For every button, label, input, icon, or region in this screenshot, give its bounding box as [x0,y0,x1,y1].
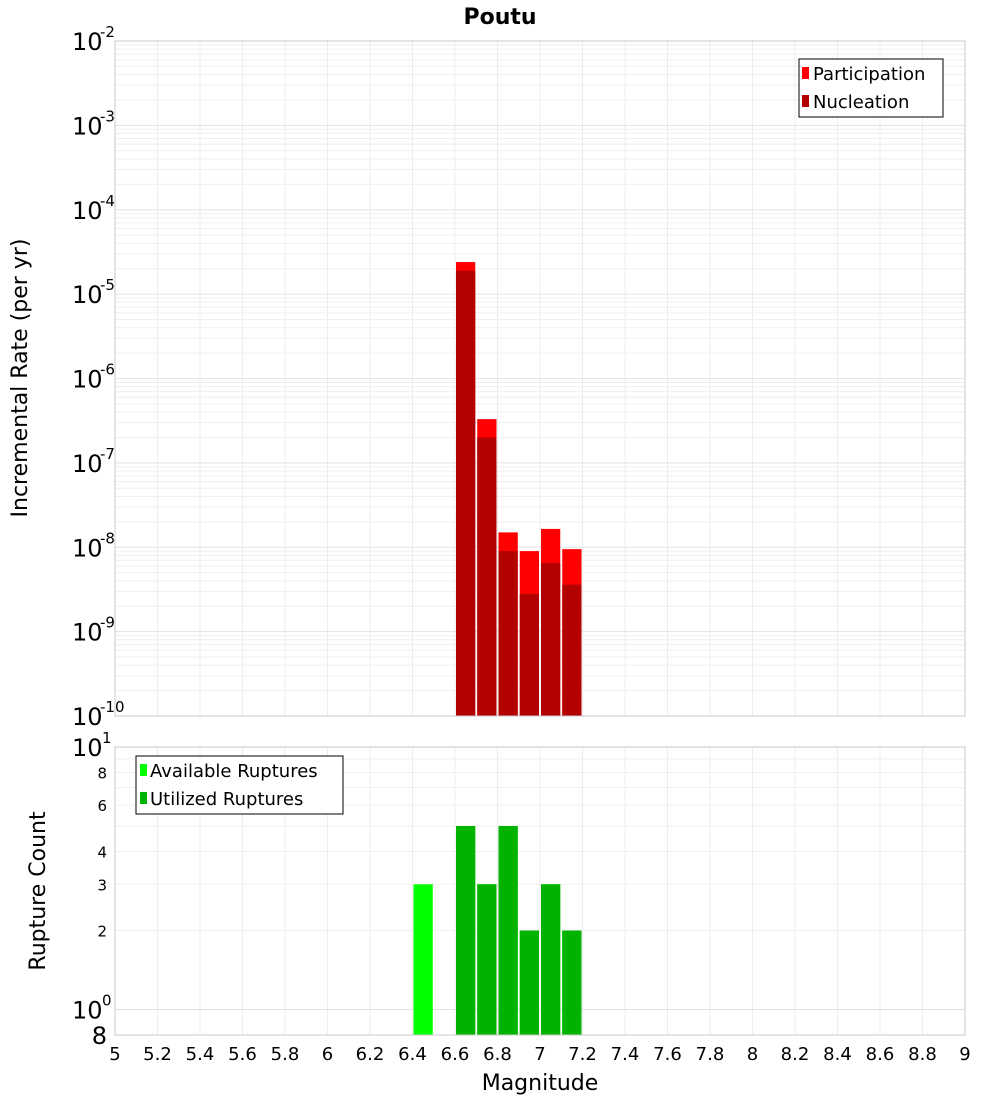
x-tick-label: 5.6 [228,1044,257,1065]
y-minor-tick-label: 3 [97,876,107,894]
x-tick-label: 9 [959,1044,970,1065]
legend-label-available-ruptures: Available Ruptures [150,761,318,782]
legend-swatch-utilized-ruptures [140,792,147,804]
legend-swatch-participation [802,67,809,79]
y-tick-label: 10 [72,28,103,56]
y-tick-exponent: -5 [100,276,115,294]
x-tick-label: 6.4 [398,1044,427,1065]
y-tick-exponent: -9 [100,614,115,632]
top-gridlines [115,41,965,717]
legend-label-nucleation: Nucleation [813,92,909,113]
y-tick-exponent: -3 [100,107,115,125]
x-tick-label: 6.6 [441,1044,470,1065]
y-minor-tick-label: 8 [92,1022,107,1050]
y-minor-tick-label: 4 [97,843,107,861]
y-tick-label: 10 [72,734,103,762]
y-tick-exponent: -7 [100,445,115,463]
bottom-plot-frame [114,746,966,1036]
x-tick-label: 7 [534,1044,545,1065]
x-tick-label: 8.4 [823,1044,852,1065]
top-legend: Participation Nucleation [798,58,944,118]
x-axis-label: Magnitude [482,1071,599,1096]
y-minor-tick-label: 8 [97,764,107,782]
x-tick-label: 8 [747,1044,758,1065]
y-tick-exponent: 0 [102,992,112,1010]
x-tick-label: 7.4 [611,1044,640,1065]
x-tick-label: 8.8 [908,1044,937,1065]
y-tick-label: 10 [72,366,103,394]
chart-title: Poutu [463,5,536,30]
bottom-y-axis-label: Rupture Count [26,811,51,971]
bottom-legend-box [135,755,344,815]
legend-swatch-available-ruptures [140,764,147,776]
utilized-ruptures-bar [477,884,497,1035]
y-tick-exponent: -4 [100,192,115,210]
y-tick-label: 10 [72,197,103,225]
y-tick-label: 10 [72,703,103,731]
x-tick-label: 6.8 [483,1044,512,1065]
y-tick-exponent: -8 [100,529,115,547]
top-plot-frame [114,40,966,717]
top-y-axis-label: Incremental Rate (per yr) [8,239,33,518]
y-tick-label: 10 [72,281,103,309]
x-tick-label: 5.8 [271,1044,300,1065]
nucleation-bar [477,437,497,716]
legend-label-participation: Participation [813,64,925,85]
x-tick-label: 6.2 [356,1044,385,1065]
x-tick-label: 6 [322,1044,333,1065]
x-tick-labels: 5 5.2 5.4 5.6 5.8 6 6.2 6.4 6.6 6.8 7 7.2 7.4 7.6 7.8 8… [109,1044,970,1065]
x-tick-label: 7.2 [568,1044,597,1065]
available-ruptures-bar [413,884,433,1035]
x-tick-label: 7.8 [696,1044,725,1065]
y-minor-tick-label: 6 [97,797,107,815]
nucleation-bar [498,551,518,716]
y-minor-tick-label: 2 [97,923,107,941]
nucleation-bar [562,584,582,716]
x-tick-label: 8.2 [781,1044,810,1065]
nucleation-bar [519,593,539,716]
top-legend-box [798,58,944,118]
legend-label-utilized-ruptures: Utilized Ruptures [150,789,303,810]
utilized-ruptures-bar [456,826,476,1035]
y-tick-exponent: -10 [100,698,125,716]
y-tick-label: 10 [72,450,103,478]
x-tick-label: 5 [109,1044,120,1065]
nucleation-bar [541,563,561,716]
nucleation-bar [456,270,476,716]
utilized-ruptures-bar [519,930,539,1035]
y-tick-exponent: -2 [100,23,115,41]
bottom-bars [413,826,582,1035]
x-tick-label: 5.2 [143,1044,172,1065]
y-tick-label: 10 [72,534,103,562]
top-y-tick-labels: 10-210-310-410-510-610-710-810-910-10 [72,23,125,731]
utilized-ruptures-bar [541,884,561,1035]
y-tick-exponent: 1 [102,729,112,747]
utilized-ruptures-bar [562,930,582,1035]
utilized-ruptures-bar [498,826,518,1035]
x-tick-label: 7.6 [653,1044,682,1065]
legend-swatch-nucleation [802,95,809,107]
y-tick-label: 10 [72,997,103,1025]
y-tick-exponent: -6 [100,361,115,379]
x-tick-label: 5.4 [186,1044,215,1065]
y-tick-label: 10 [72,112,103,140]
x-tick-label: 8.6 [866,1044,895,1065]
y-tick-label: 10 [72,619,103,647]
bottom-legend: Available Ruptures Utilized Ruptures [135,755,344,815]
top-bars [456,262,582,716]
